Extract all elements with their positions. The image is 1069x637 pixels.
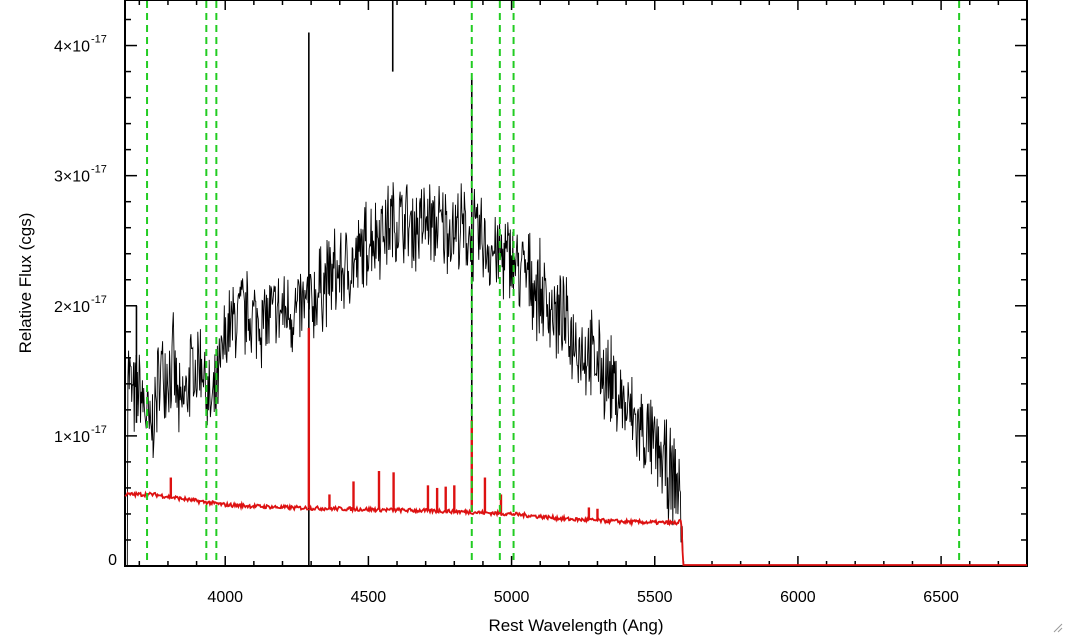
- plot-frame: [124, 0, 1028, 567]
- x-tick-label: 5500: [637, 589, 673, 606]
- y-tick-exponent: -17: [91, 294, 107, 306]
- y-tick-label: 3×10: [54, 169, 90, 186]
- y-tick-label: 4×10: [54, 39, 90, 56]
- observed-spectrum-line: [126, 182, 684, 567]
- model-spectrum-line: [124, 490, 1027, 566]
- x-tick-labels: 4000 4500 5000 5500 6000 6500: [207, 589, 959, 606]
- y-tick-label: 1×10: [54, 429, 90, 446]
- x-tick-label: 5000: [494, 589, 530, 606]
- line-markers: [146, 1, 961, 565]
- x-tick-label: 4000: [207, 589, 243, 606]
- resize-grip-icon: [1053, 623, 1063, 633]
- y-tick-exponent: -17: [91, 424, 107, 436]
- x-tick-label: 6000: [780, 589, 816, 606]
- y-tick-label: 0: [108, 552, 117, 569]
- y-tick-label: 2×10: [54, 299, 90, 316]
- x-tick-label: 6500: [923, 589, 959, 606]
- axis-ticks: [125, 0, 1028, 567]
- y-tick-exponent: -17: [91, 34, 107, 46]
- x-tick-label: 4500: [351, 589, 387, 606]
- y-axis-label: Relative Flux (cgs): [16, 213, 35, 354]
- x-axis-label: Rest Wavelength (Ang): [488, 616, 663, 635]
- y-tick-labels: 01×10 -172×10 -173×10 -174×10 -17: [54, 34, 117, 569]
- series-layer: [124, 0, 1027, 567]
- y-tick-exponent: -17: [91, 164, 107, 176]
